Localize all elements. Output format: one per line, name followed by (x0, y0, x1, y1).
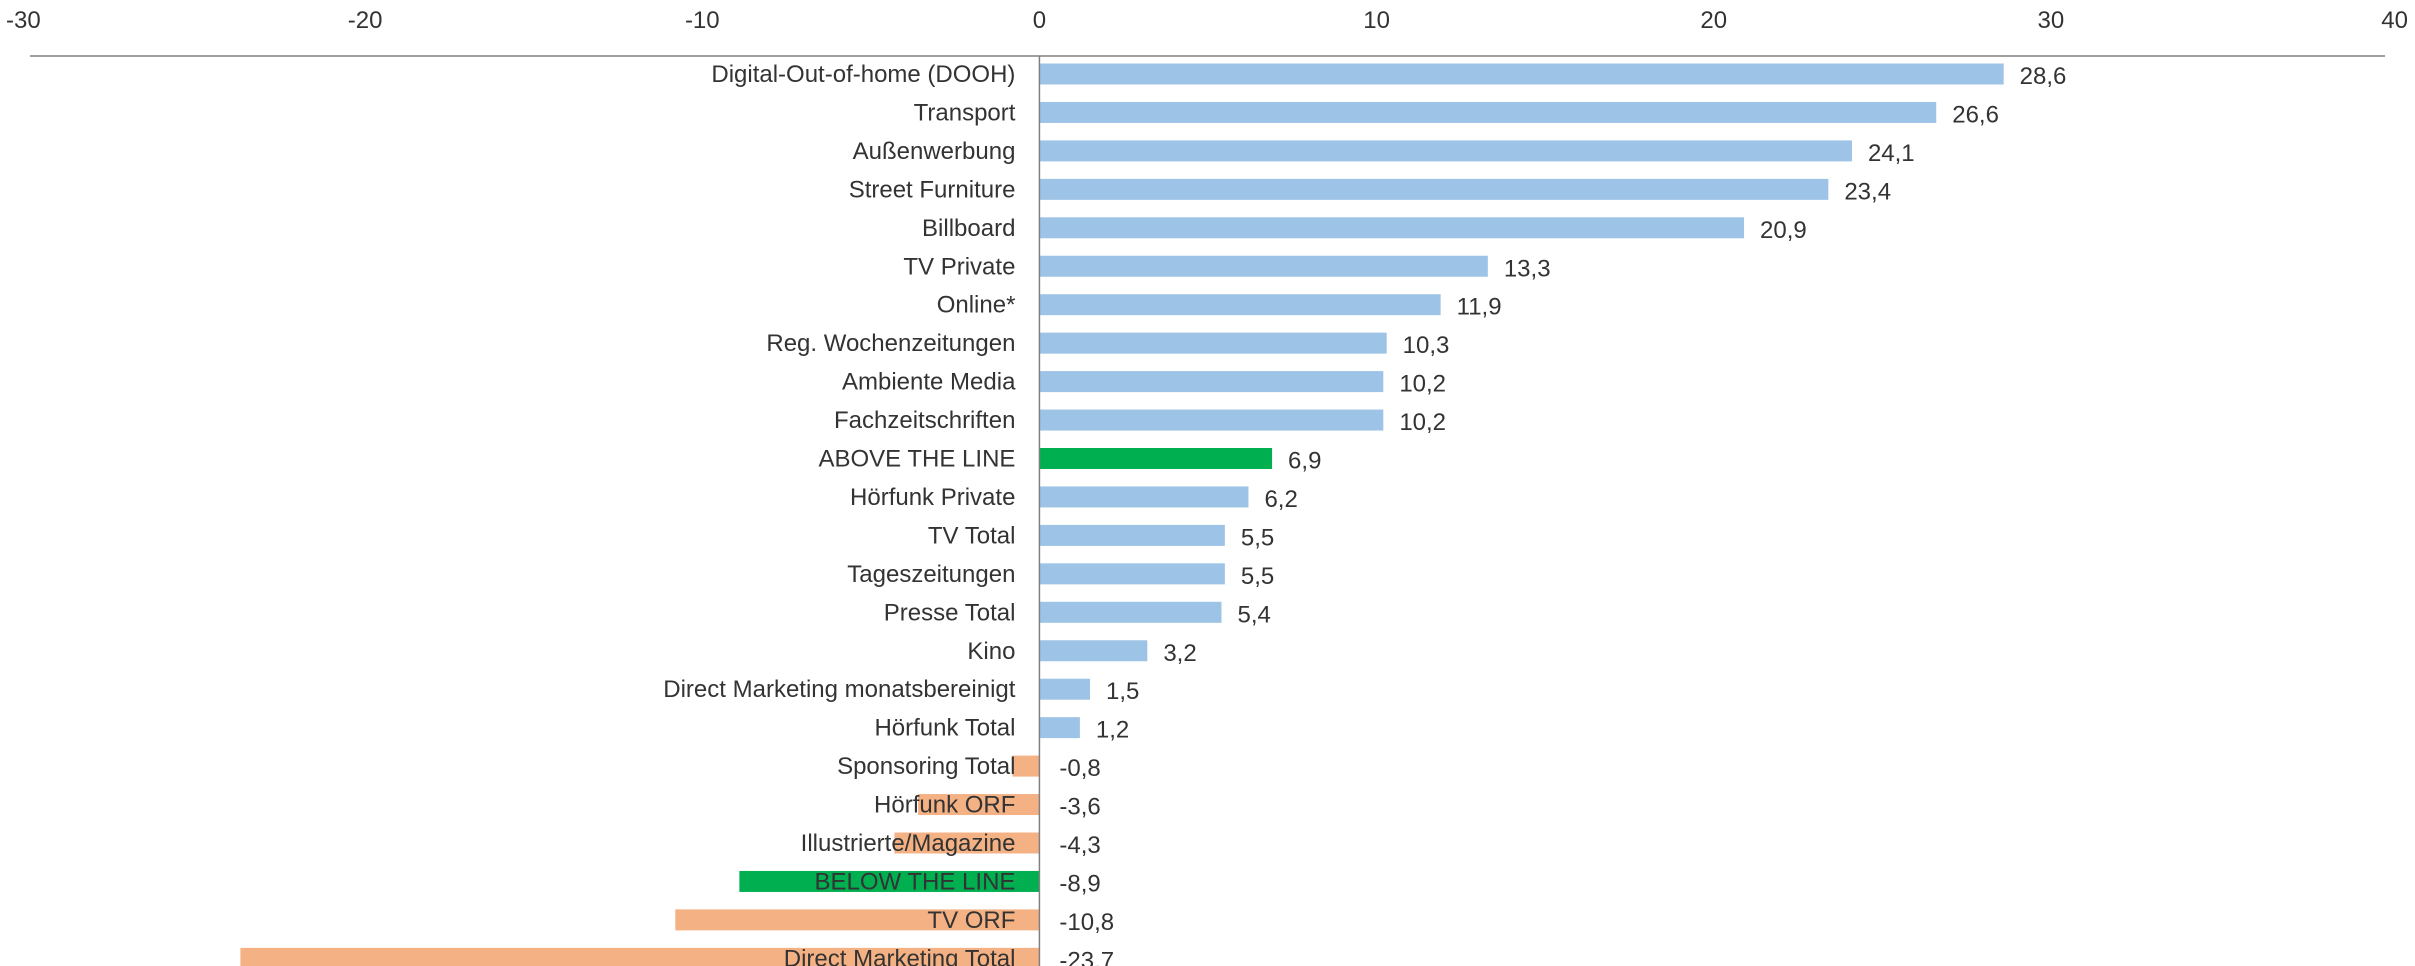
bar-below-the-line (739, 870, 1040, 892)
x-tick-label: 30 (2038, 7, 2065, 34)
data-label: -0,8 (1059, 755, 1100, 782)
data-label: 23,4 (1844, 178, 1891, 205)
bar-tv-private (1039, 255, 1488, 277)
category-label: Reg. Wochenzeitungen (766, 330, 1015, 357)
bar-reg-wochenzeitungen (1039, 332, 1387, 354)
data-label: 1,5 (1106, 678, 1139, 705)
data-label: -4,3 (1059, 832, 1100, 859)
category-label: TV Private (903, 253, 1015, 280)
data-label: 1,2 (1096, 717, 1129, 744)
x-tick-label: 40 (2381, 7, 2408, 34)
bar-au-enwerbung (1039, 140, 1852, 162)
category-label: Sponsoring Total (837, 753, 1015, 780)
bar-tageszeitungen (1039, 563, 1225, 585)
bars (240, 63, 2004, 966)
category-label: ABOVE THE LINE (818, 446, 1015, 473)
category-label: TV ORF (927, 907, 1015, 934)
x-tick-label: 0 (1033, 7, 1046, 34)
category-label: Kino (967, 638, 1015, 665)
category-label: Direct Marketing Total (784, 945, 1016, 966)
category-label: Tageszeitungen (847, 561, 1015, 588)
data-label: 10,2 (1399, 371, 1446, 398)
data-label: 28,6 (2020, 63, 2067, 90)
bar-sponsoring-total (1012, 755, 1040, 777)
data-label: 11,9 (1457, 294, 1502, 321)
bar-ambiente-media (1039, 371, 1384, 393)
category-label: Direct Marketing monatsbereinigt (663, 676, 1015, 703)
bar-direct-marketing-monatsbereinigt (1039, 678, 1090, 700)
data-label: 10,3 (1403, 332, 1450, 359)
bar-h-rfunk-total (1039, 717, 1080, 739)
bar-tv-total (1039, 524, 1225, 546)
bar-billboard (1039, 217, 1745, 239)
data-label: -8,9 (1059, 870, 1100, 897)
bar-above-the-line (1039, 448, 1273, 469)
category-label: Fachzeitschriften (834, 407, 1015, 434)
x-axis-ticks: -30 -20 -10 0 10 20 30 40 (6, 7, 2408, 34)
data-label: 5,5 (1241, 524, 1274, 551)
bar-transport (1039, 101, 1937, 123)
bar-kino (1039, 640, 1148, 662)
category-label: Billboard (922, 215, 1015, 242)
value-labels: 28,6 26,6 24,1 23,4 20,9 13,311,9 10,3 10,2 10,2… (1059, 63, 2066, 966)
category-label: BELOW THE LINE (814, 868, 1015, 895)
category-label: Illustrierte/Magazine (801, 830, 1016, 857)
data-label: 24,1 (1868, 140, 1915, 167)
data-label: 20,9 (1760, 217, 1807, 244)
bar-tv-orf (675, 909, 1040, 931)
category-label: Außenwerbung (853, 138, 1016, 165)
category-label: Transport (914, 99, 1016, 126)
data-label: -10,8 (1059, 909, 1114, 936)
data-label: 10,2 (1399, 409, 1446, 436)
bar-fachzeitschriften (1039, 409, 1384, 431)
category-label: Hörfunk ORF (874, 792, 1015, 819)
data-label: 6,9 (1288, 448, 1321, 475)
category-label: Hörfunk Total (874, 715, 1015, 742)
bar-street-furniture (1039, 178, 1829, 200)
category-label: TV Total (928, 522, 1016, 549)
bar-h-rfunk-private (1039, 486, 1249, 508)
bar-illustrierte-magazine (894, 832, 1040, 854)
data-label: 26,6 (1952, 101, 1999, 128)
data-label: 3,2 (1163, 640, 1196, 667)
bar-online (1039, 294, 1441, 316)
bar-direct-marketing-total (240, 947, 1040, 966)
data-label: 6,2 (1264, 486, 1297, 513)
category-label: Ambiente Media (842, 369, 1016, 396)
x-tick-label: -20 (348, 7, 383, 34)
bar-presse-total (1039, 601, 1222, 623)
category-label: Street Furniture (849, 176, 1016, 203)
x-tick-label: -10 (685, 7, 720, 34)
category-label: Online* (937, 292, 1016, 319)
x-tick-label: 10 (1363, 7, 1390, 34)
x-tick-label: -30 (6, 7, 41, 34)
data-label: -23,7 (1059, 947, 1114, 966)
bar-digital-out-of-home-dooh (1039, 63, 2004, 85)
category-label: Hörfunk Private (850, 484, 1015, 511)
data-label: 13,3 (1504, 255, 1551, 282)
bar-h-rfunk-orf (918, 794, 1040, 816)
data-label: 5,5 (1241, 563, 1274, 590)
category-label: Presse Total (884, 599, 1016, 626)
category-label: Digital-Out-of-home (DOOH) (711, 61, 1015, 88)
x-tick-label: 20 (1700, 7, 1727, 34)
category-labels: Digital-Out-of-home (DOOH) Transport Außen… (663, 61, 1016, 966)
data-label: -3,6 (1059, 794, 1100, 821)
data-label: 5,4 (1237, 601, 1270, 628)
